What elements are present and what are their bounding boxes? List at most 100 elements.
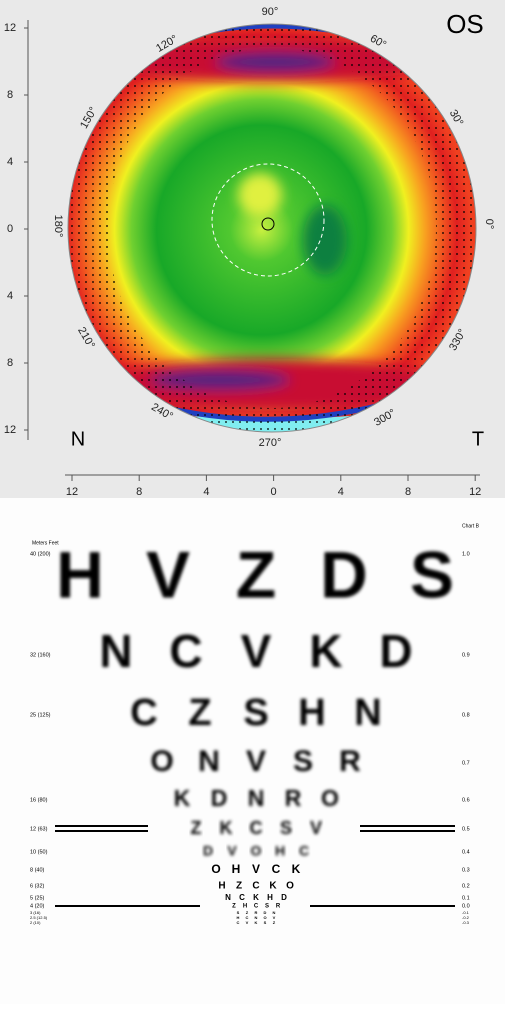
logmar-label: 0.8: [462, 712, 470, 718]
pupil-outline: [211, 163, 325, 277]
x-tick-label: 8: [136, 486, 142, 498]
optotype: O: [211, 862, 220, 876]
optotype: S: [237, 910, 240, 915]
optotype: N: [273, 910, 276, 915]
angle-label: 180°: [52, 215, 64, 238]
rule: [360, 830, 455, 832]
optotype: H: [243, 904, 247, 910]
optotype: R: [255, 910, 258, 915]
logmar-label: -0.2: [462, 915, 470, 920]
logmar-label: 0.0: [462, 903, 470, 909]
distance-label: 8 (40): [30, 867, 45, 873]
x-tick-label: 12: [66, 486, 78, 498]
optotype: K: [292, 862, 301, 876]
logmar-label: 1.0: [462, 551, 470, 557]
logmar-label: 0.6: [462, 797, 470, 803]
distance-label: 10 (50): [30, 849, 48, 855]
optotype: O: [263, 915, 266, 920]
optotype: S: [410, 537, 454, 611]
optotype: Z: [191, 818, 202, 838]
optotype: C: [250, 818, 263, 838]
distance-label: 32 (160): [30, 652, 51, 658]
optotype: N: [225, 893, 231, 902]
optotype: C: [130, 692, 157, 734]
logmar-label: 0.9: [462, 652, 470, 658]
angle-label: 90°: [262, 6, 279, 18]
y-tick-label: 0: [7, 223, 13, 235]
optotype: V: [273, 915, 276, 920]
y-tick-label: 8: [7, 89, 13, 101]
optotype: D: [379, 625, 412, 677]
optotype: H: [237, 915, 240, 920]
optotype: S: [243, 692, 268, 734]
rule: [55, 905, 200, 907]
logmar-label: 0.2: [462, 883, 470, 889]
chart-background: [0, 498, 505, 1004]
optotype: V: [246, 920, 249, 925]
optotype: O: [251, 843, 262, 859]
optotype: N: [248, 785, 265, 811]
optotype: D: [264, 910, 267, 915]
distance-label: 2.5 (12.5): [30, 915, 48, 920]
nasal-label: N: [71, 428, 85, 450]
optotype: C: [239, 893, 245, 902]
optotype: K: [255, 920, 258, 925]
optotype: O: [321, 785, 339, 811]
optotype: D: [281, 893, 287, 902]
optotype: N: [354, 692, 381, 734]
y-tick-label: 12: [4, 424, 16, 436]
distance-label: 40 (200): [30, 551, 51, 557]
optotype: S: [280, 818, 292, 838]
logmar-label: 0.7: [462, 760, 470, 766]
optotype: C: [254, 904, 259, 910]
optotype: K: [174, 785, 191, 811]
optotype: H: [267, 893, 273, 902]
x-tick-label: 0: [271, 486, 277, 498]
rule: [360, 825, 455, 827]
optotype: S: [265, 904, 269, 910]
optotype: C: [237, 920, 240, 925]
optotype: Z: [236, 537, 276, 611]
optotype: K: [220, 818, 233, 838]
distance-label: 12 (63): [30, 826, 48, 832]
logmar-label: 0.1: [462, 895, 470, 901]
optotype: C: [299, 843, 309, 859]
optotype: N: [198, 745, 220, 778]
optotype: V: [246, 745, 266, 778]
logmar-label: -0.1: [462, 910, 470, 915]
dark-zone: [303, 205, 347, 275]
optotype: V: [146, 537, 190, 611]
angle-label: 270°: [259, 437, 282, 449]
logmar-label: 0.5: [462, 826, 470, 832]
optotype: D: [320, 537, 368, 611]
y-tick-label: 4: [7, 156, 13, 168]
angle-label: 0°: [483, 219, 495, 230]
map-border: [67, 23, 477, 433]
rule: [55, 825, 148, 827]
optotype: C: [246, 915, 249, 920]
eye-label: OS: [446, 9, 484, 39]
x-tick-label: 4: [338, 486, 344, 498]
optotype: D: [203, 843, 213, 859]
distance-label: 3 (16): [30, 910, 41, 915]
center-mark: [261, 217, 275, 231]
optotype: D: [211, 785, 228, 811]
optotype: Z: [236, 881, 242, 892]
optotype: S: [293, 745, 313, 778]
optotype: H: [218, 881, 225, 892]
optotype: V: [310, 818, 322, 838]
optotype: Z: [246, 910, 249, 915]
optotype: C: [272, 862, 281, 876]
y-tick-label: 12: [4, 22, 16, 34]
distance-label: 5 (25): [30, 895, 45, 901]
logmar-label: -0.3: [462, 920, 470, 925]
optotype: H: [232, 862, 241, 876]
optotype: K: [253, 893, 259, 902]
distance-label: 16 (80): [30, 797, 48, 803]
optotype: O: [150, 745, 173, 778]
purple-zone: [215, 52, 335, 72]
distance-label: 4 (20): [30, 903, 45, 909]
optotype: V: [241, 625, 272, 677]
logmar-label: 0.4: [462, 849, 470, 855]
